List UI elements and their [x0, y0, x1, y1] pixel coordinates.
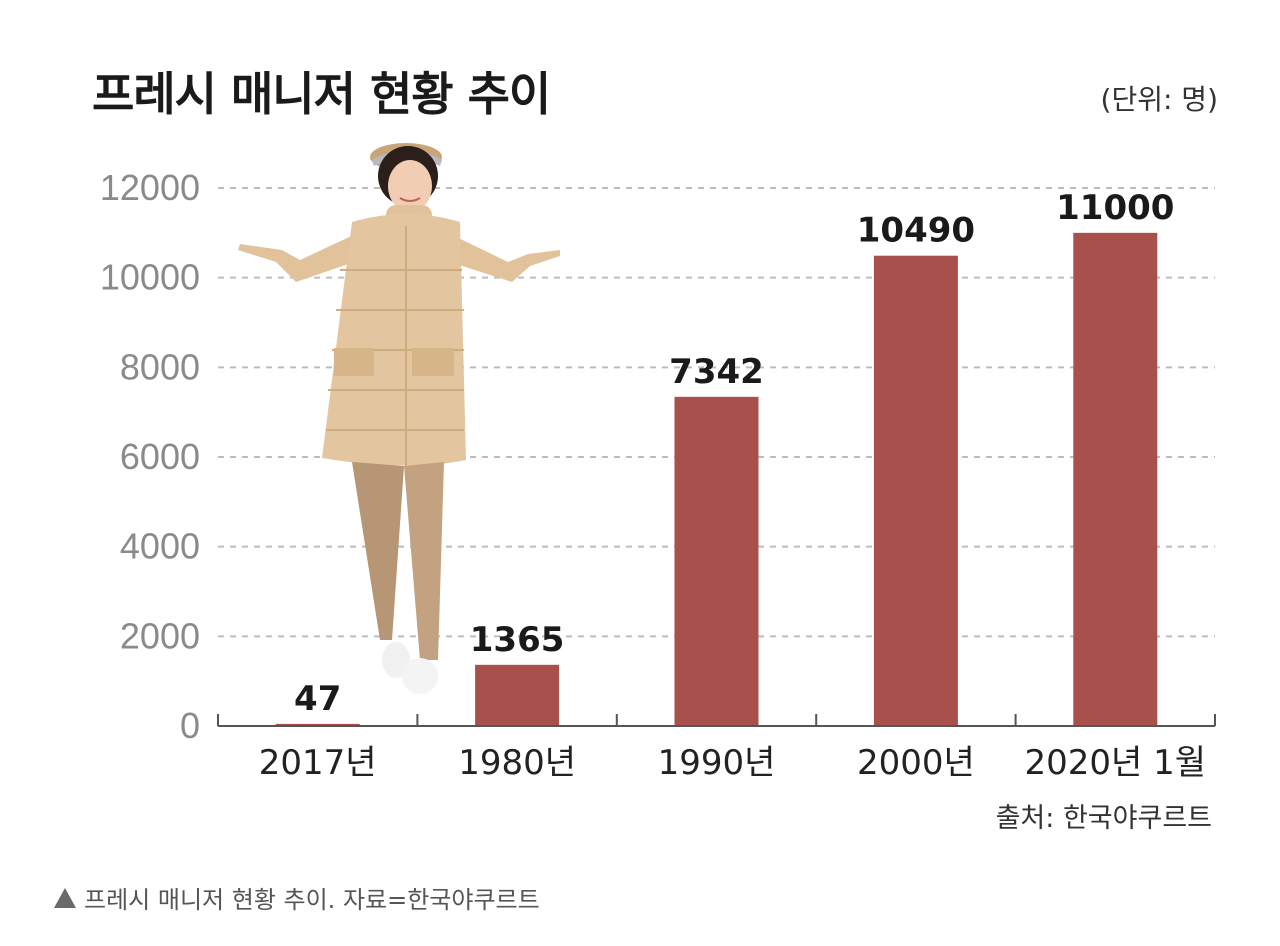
- chart-title: 프레시 매니저 현황 추이: [92, 67, 551, 121]
- bar-value-label: 11000: [1056, 188, 1174, 228]
- bar-value-label: 1365: [470, 620, 565, 660]
- bar: [873, 255, 958, 726]
- bar: [1073, 232, 1158, 727]
- x-category-label: 2017년: [259, 743, 377, 783]
- unit-label: (단위: 명): [1100, 83, 1218, 116]
- y-tick-label: 0: [180, 705, 200, 746]
- y-tick-label: 4000: [120, 526, 200, 567]
- bar-value-label: 47: [294, 679, 341, 719]
- source-note: 출처: 한국야쿠르트: [995, 803, 1212, 834]
- y-tick-label: 8000: [120, 346, 200, 387]
- bar: [674, 396, 759, 726]
- x-category-label: 1980년: [458, 743, 576, 783]
- y-tick-label: 12000: [100, 167, 200, 208]
- y-tick-label: 10000: [100, 257, 200, 298]
- woman-photo-illustration: [238, 143, 560, 694]
- bar: [475, 664, 560, 726]
- bar: [275, 723, 360, 726]
- y-tick-label: 6000: [120, 436, 200, 477]
- bar-value-label: 7342: [669, 352, 764, 392]
- x-category-label: 1990년: [658, 743, 776, 783]
- bar-value-label: 10490: [857, 211, 975, 251]
- x-category-label: 2020년 1월: [1025, 743, 1207, 783]
- figure-caption: 프레시 매니저 현황 추이. 자료=한국야쿠르트: [54, 880, 540, 915]
- caption-text: 프레시 매니저 현황 추이. 자료=한국야쿠르트: [84, 886, 540, 914]
- bar-chart: 0 2000 4000 6000 8000 10000 12000 47 2017년 1365 19…: [100, 143, 1216, 783]
- triangle-up-icon: [54, 887, 76, 908]
- y-tick-label: 2000: [120, 615, 200, 656]
- x-category-label: 2000년: [857, 743, 975, 783]
